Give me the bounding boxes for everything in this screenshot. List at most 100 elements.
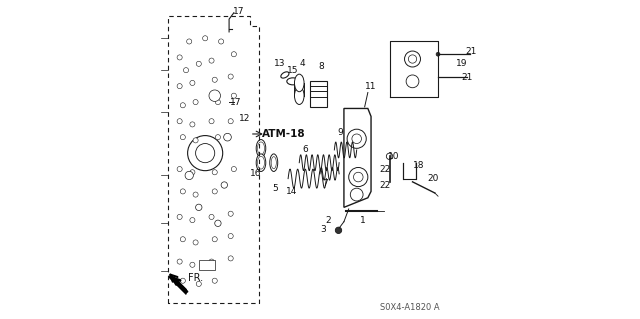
Ellipse shape [256, 139, 266, 157]
Ellipse shape [294, 74, 304, 92]
Circle shape [209, 58, 214, 63]
Bar [310, 81, 327, 107]
Circle shape [188, 136, 223, 171]
Circle shape [190, 170, 195, 175]
Circle shape [184, 68, 189, 73]
Circle shape [212, 237, 218, 242]
Circle shape [177, 167, 182, 172]
Circle shape [180, 278, 186, 283]
Circle shape [228, 119, 233, 124]
Circle shape [350, 188, 363, 201]
Text: 21: 21 [461, 73, 472, 82]
Circle shape [177, 214, 182, 219]
Bar [199, 260, 215, 270]
Circle shape [180, 103, 186, 108]
Circle shape [177, 55, 182, 60]
Text: 4: 4 [300, 59, 305, 68]
Circle shape [177, 119, 182, 124]
Text: 17: 17 [230, 98, 241, 107]
Circle shape [212, 170, 218, 175]
Ellipse shape [257, 156, 264, 169]
Circle shape [203, 36, 208, 41]
Circle shape [387, 153, 393, 160]
Text: 20: 20 [427, 174, 438, 183]
Circle shape [228, 211, 233, 216]
Circle shape [180, 237, 186, 242]
Text: S0X4-A1820 A: S0X4-A1820 A [380, 303, 439, 312]
Circle shape [196, 281, 202, 286]
Circle shape [353, 172, 363, 182]
Text: 22: 22 [380, 165, 391, 174]
Ellipse shape [271, 157, 276, 169]
Circle shape [190, 80, 195, 85]
Circle shape [187, 39, 192, 44]
Ellipse shape [257, 142, 264, 155]
Ellipse shape [269, 154, 278, 172]
Circle shape [223, 133, 231, 141]
Text: 7: 7 [322, 179, 328, 188]
Circle shape [349, 167, 368, 187]
Text: 15: 15 [287, 66, 299, 75]
Text: 13: 13 [275, 59, 286, 68]
Circle shape [193, 100, 198, 105]
Circle shape [193, 138, 198, 143]
Circle shape [193, 240, 198, 245]
Text: 5: 5 [273, 184, 278, 193]
Circle shape [335, 227, 342, 234]
Circle shape [228, 234, 233, 239]
Circle shape [180, 189, 186, 194]
Polygon shape [168, 274, 188, 295]
FancyArrowPatch shape [174, 278, 186, 290]
Circle shape [404, 51, 420, 67]
Circle shape [212, 189, 218, 194]
Circle shape [193, 192, 198, 197]
Text: FR.: FR. [188, 272, 203, 283]
Text: 1: 1 [360, 216, 366, 225]
Text: 9: 9 [338, 128, 344, 137]
Circle shape [212, 77, 218, 82]
Circle shape [228, 256, 233, 261]
Ellipse shape [287, 78, 299, 85]
Text: 10: 10 [388, 152, 399, 161]
Text: 12: 12 [239, 114, 251, 122]
Circle shape [209, 259, 214, 264]
Circle shape [180, 135, 186, 140]
Circle shape [352, 134, 362, 144]
Circle shape [408, 55, 417, 63]
Text: 11: 11 [365, 82, 377, 91]
Text: 16: 16 [250, 169, 262, 178]
Circle shape [212, 278, 218, 283]
Circle shape [190, 122, 195, 127]
Text: ATM-18: ATM-18 [262, 129, 305, 139]
Circle shape [177, 84, 182, 89]
Circle shape [190, 262, 195, 267]
Polygon shape [344, 108, 371, 207]
Text: 8: 8 [319, 63, 324, 71]
Circle shape [185, 171, 193, 180]
Text: 18: 18 [413, 161, 424, 170]
Ellipse shape [256, 154, 266, 172]
Circle shape [228, 74, 233, 79]
Circle shape [196, 144, 215, 163]
Text: 2: 2 [325, 216, 331, 225]
Circle shape [209, 90, 220, 101]
Text: 14: 14 [285, 187, 297, 196]
Circle shape [231, 167, 236, 172]
Circle shape [209, 119, 214, 124]
Circle shape [347, 129, 366, 148]
Circle shape [406, 75, 419, 88]
Ellipse shape [294, 87, 304, 105]
Circle shape [436, 52, 440, 56]
Text: 17: 17 [233, 7, 244, 16]
Circle shape [196, 61, 202, 66]
Text: 3: 3 [320, 225, 326, 234]
Circle shape [216, 135, 220, 140]
Circle shape [231, 93, 236, 98]
Text: 19: 19 [456, 59, 468, 68]
Circle shape [177, 259, 182, 264]
Circle shape [209, 214, 214, 219]
Circle shape [196, 204, 202, 211]
Text: 21: 21 [465, 47, 476, 56]
Ellipse shape [281, 72, 289, 78]
Circle shape [216, 100, 220, 105]
